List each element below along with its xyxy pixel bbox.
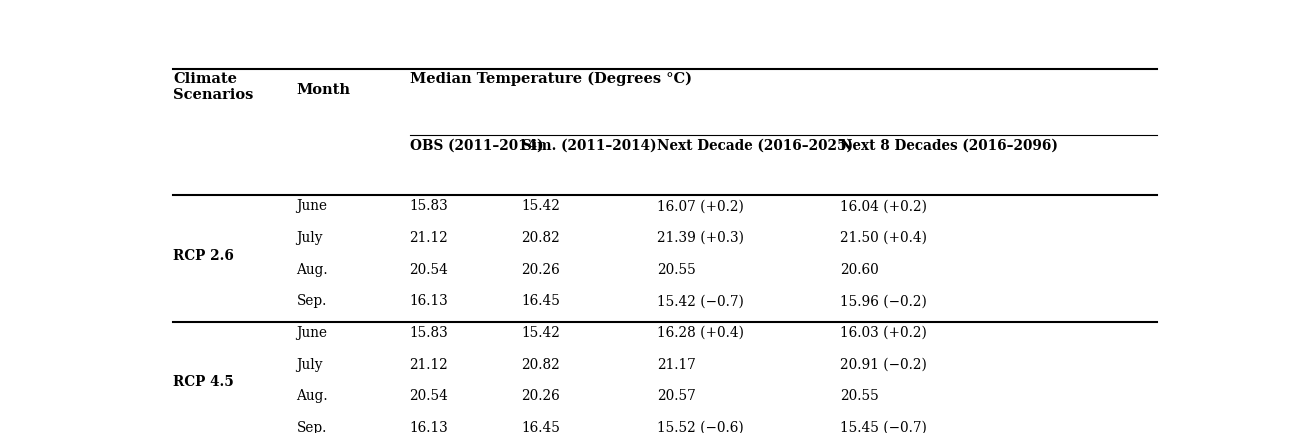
Text: Sim. (2011–2014): Sim. (2011–2014) (522, 139, 656, 153)
Text: 16.07 (+0.2): 16.07 (+0.2) (657, 199, 744, 213)
Text: RCP 4.5: RCP 4.5 (173, 375, 234, 389)
Text: 16.28 (+0.4): 16.28 (+0.4) (657, 326, 744, 340)
Text: Next Decade (2016–2025): Next Decade (2016–2025) (657, 139, 852, 153)
Text: 15.42: 15.42 (522, 326, 560, 340)
Text: Median Temperature (Degrees °C): Median Temperature (Degrees °C) (409, 72, 692, 86)
Text: 16.03 (+0.2): 16.03 (+0.2) (839, 326, 927, 340)
Text: Climate
Scenarios: Climate Scenarios (173, 72, 254, 102)
Text: 20.55: 20.55 (657, 263, 696, 277)
Text: 20.60: 20.60 (839, 263, 878, 277)
Text: 20.26: 20.26 (522, 263, 560, 277)
Text: 21.39 (+0.3): 21.39 (+0.3) (657, 231, 744, 245)
Text: 20.82: 20.82 (522, 231, 560, 245)
Text: Sep.: Sep. (297, 421, 327, 433)
Text: 15.42 (−0.7): 15.42 (−0.7) (657, 294, 744, 308)
Text: 21.12: 21.12 (409, 231, 448, 245)
Text: 20.55: 20.55 (839, 389, 878, 404)
Text: Aug.: Aug. (297, 263, 328, 277)
Text: June: June (297, 326, 328, 340)
Text: 20.57: 20.57 (657, 389, 696, 404)
Text: 15.52 (−0.6): 15.52 (−0.6) (657, 421, 744, 433)
Text: Sep.: Sep. (297, 294, 327, 308)
Text: RCP 2.6: RCP 2.6 (173, 249, 234, 262)
Text: July: July (297, 231, 323, 245)
Text: 15.83: 15.83 (409, 199, 448, 213)
Text: 15.42: 15.42 (522, 199, 560, 213)
Text: June: June (297, 199, 328, 213)
Text: 20.82: 20.82 (522, 358, 560, 372)
Text: 15.96 (−0.2): 15.96 (−0.2) (839, 294, 927, 308)
Text: 15.83: 15.83 (409, 326, 448, 340)
Text: 21.50 (+0.4): 21.50 (+0.4) (839, 231, 927, 245)
Text: 16.45: 16.45 (522, 421, 560, 433)
Text: 16.04 (+0.2): 16.04 (+0.2) (839, 199, 927, 213)
Text: 20.54: 20.54 (409, 263, 448, 277)
Text: 16.13: 16.13 (409, 294, 448, 308)
Text: Aug.: Aug. (297, 389, 328, 404)
Text: 15.45 (−0.7): 15.45 (−0.7) (839, 421, 927, 433)
Text: 20.26: 20.26 (522, 389, 560, 404)
Text: OBS (2011–2014): OBS (2011–2014) (409, 139, 544, 153)
Text: July: July (297, 358, 323, 372)
Text: 16.13: 16.13 (409, 421, 448, 433)
Text: 20.54: 20.54 (409, 389, 448, 404)
Text: 21.12: 21.12 (409, 358, 448, 372)
Text: 16.45: 16.45 (522, 294, 560, 308)
Text: Next 8 Decades (2016–2096): Next 8 Decades (2016–2096) (839, 139, 1057, 153)
Text: Month: Month (297, 83, 350, 97)
Text: 21.17: 21.17 (657, 358, 696, 372)
Text: 20.91 (−0.2): 20.91 (−0.2) (839, 358, 927, 372)
